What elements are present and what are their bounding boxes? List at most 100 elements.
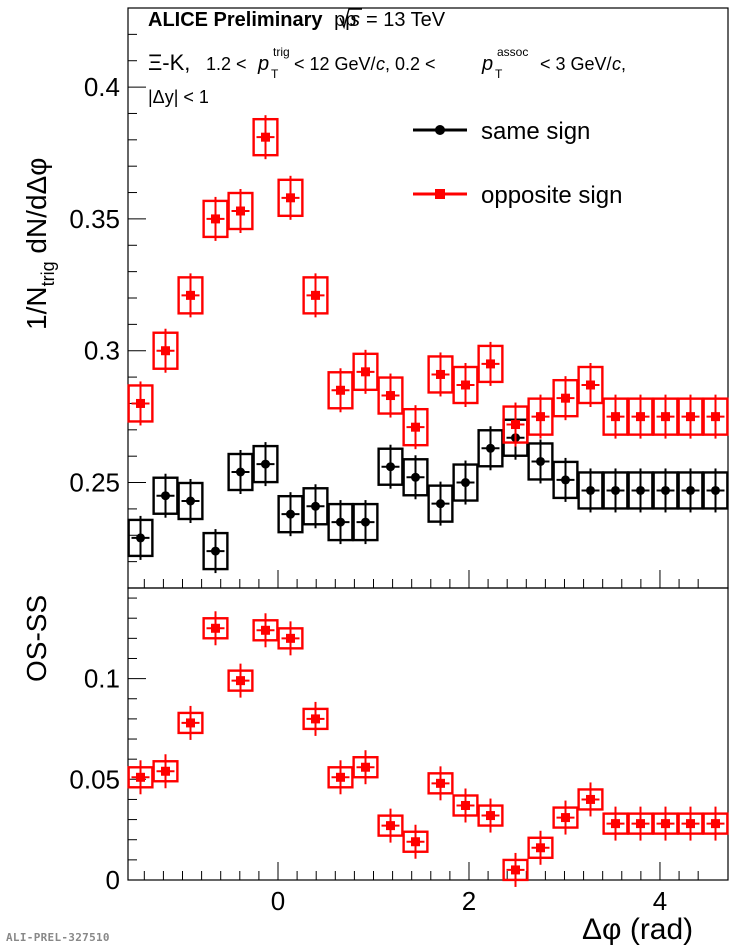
same-sign-point [452,460,479,505]
marker [311,714,320,724]
os-ss-point [502,852,529,887]
svg-text:c: c [376,54,385,74]
marker [486,811,495,821]
opposite-sign-point [252,115,279,160]
marker [261,459,270,469]
svg-text:1.2 <: 1.2 < [206,54,247,74]
os-ss-point [352,750,379,785]
rapidity-cut: |Δy| < 1 [148,87,209,107]
same-sign-point [527,439,554,484]
y-tick-label: 0 [106,865,120,895]
bottom-panel-ticks: 0 0.05 0.1 0 2 4 [69,597,699,916]
same-sign-point [477,426,504,471]
top-panel-ticks: 0.25 0.3 0.35 0.4 [69,33,699,588]
marker [286,193,295,203]
svg-text:,: , [621,54,626,74]
kinematic-selection-label: Ξ-K, 1.2 < p trig T < 12 GeV/ c , 0.2 < … [148,45,626,81]
opposite-sign-point [552,376,579,421]
marker [536,412,545,422]
os-ss-point [577,782,604,817]
y-tick-label: 0.35 [69,204,120,234]
marker [236,206,245,216]
marker [411,472,420,482]
marker [161,491,170,501]
marker [336,517,345,527]
opposite-sign-point [152,328,179,373]
marker [211,546,220,556]
opposite-sign-point [527,394,554,439]
particle-pair: Ξ-K, [148,50,190,75]
svg-text:assoc: assoc [497,45,528,59]
marker [686,412,695,422]
marker [486,359,495,369]
same-sign-point [252,442,279,487]
marker [211,214,220,224]
marker [361,367,370,377]
marker [586,794,595,804]
os-ss-point [277,621,304,656]
marker [561,475,570,485]
same-sign-point [677,468,704,513]
svg-text:p: p [257,53,269,75]
x-axis-title: Δφ (rad) [582,913,693,946]
marker [211,623,220,633]
sqrt-s-label: s = 13 TeV [339,8,446,31]
opposite-sign-point [127,381,154,426]
opposite-sign-point [627,394,654,439]
marker [161,766,170,776]
marker [311,501,320,511]
svg-text:T: T [495,67,503,81]
svg-text:< 3 GeV/: < 3 GeV/ [540,54,612,74]
marker [361,517,370,527]
marker [686,819,695,829]
marker [636,485,645,495]
marker [611,819,620,829]
os-ss-point [327,760,354,795]
y-tick-label: 0.4 [84,72,120,102]
marker [611,412,620,422]
marker [236,467,245,477]
same-sign-point [577,468,604,513]
marker [411,837,420,847]
collaboration-label: ALICE Preliminary [148,9,323,31]
marker [561,813,570,823]
opposite-sign-point [502,402,529,447]
marker [511,865,520,875]
os-ss-point [377,808,404,843]
bottom-panel-frame [127,587,729,881]
svg-text:c: c [612,54,621,74]
same-sign-point [227,450,254,494]
marker [536,456,545,466]
marker [636,412,645,422]
collision-system: pp [334,9,356,31]
marker [611,485,620,495]
marker [636,819,645,829]
opposite-sign-point [477,341,504,386]
os-ss-point [527,830,554,865]
opposite-sign-point [302,273,329,318]
marker [661,412,670,422]
marker [286,509,295,519]
os-ss-point [702,806,729,841]
marker [261,132,270,142]
y-tick-label: 0.1 [84,664,120,694]
marker [661,819,670,829]
marker [461,800,470,810]
opposite-sign-point [577,363,604,407]
same-sign-point [377,444,404,489]
svg-text:opposite sign: opposite sign [481,182,622,209]
opposite-sign-point [677,394,704,439]
same-sign-point [602,468,629,513]
legend: same sign opposite sign [413,118,622,209]
marker [436,778,445,788]
marker [186,496,195,506]
x-tick-label: 4 [653,886,667,916]
x-tick-label: 2 [462,886,476,916]
marker [361,762,370,772]
opposite-sign-point [327,368,354,413]
legend-entry-opposite-sign: opposite sign [413,182,622,209]
svg-text:T: T [271,67,279,81]
header-line-1: ALICE Preliminary pp [148,9,356,31]
marker [186,718,195,728]
y-tick-label: 0.25 [69,468,120,498]
